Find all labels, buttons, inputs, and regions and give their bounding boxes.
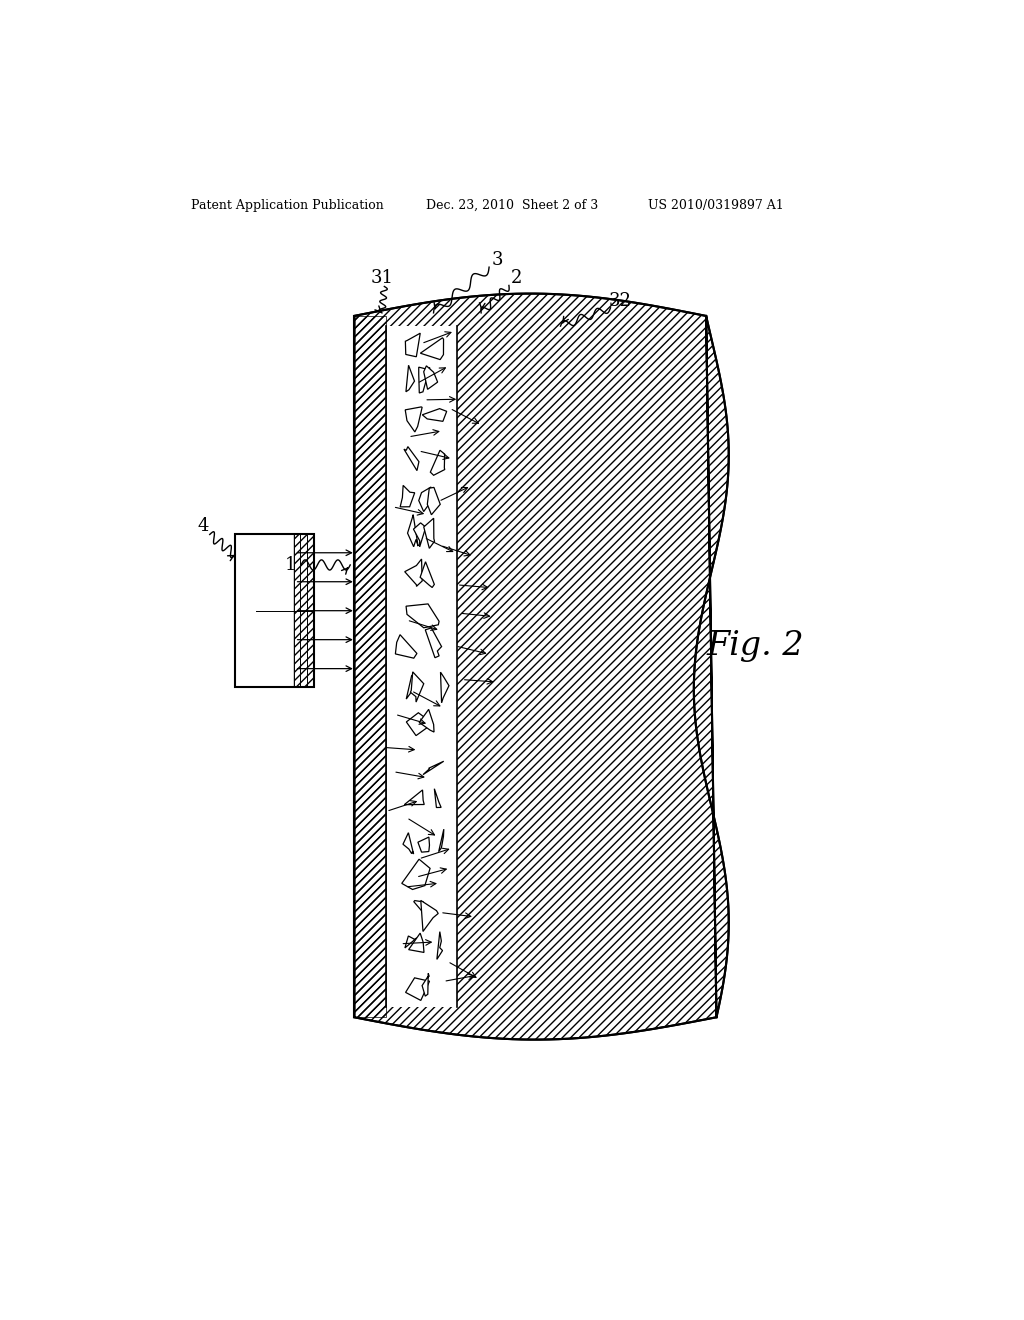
Text: Dec. 23, 2010  Sheet 2 of 3: Dec. 23, 2010 Sheet 2 of 3 bbox=[426, 199, 598, 213]
Polygon shape bbox=[411, 672, 424, 702]
Polygon shape bbox=[403, 446, 419, 471]
Polygon shape bbox=[406, 407, 422, 432]
Polygon shape bbox=[419, 709, 434, 733]
Text: 32: 32 bbox=[608, 292, 632, 310]
Polygon shape bbox=[400, 486, 415, 507]
Polygon shape bbox=[422, 973, 429, 997]
Polygon shape bbox=[423, 762, 443, 775]
Polygon shape bbox=[395, 635, 417, 659]
Text: 31: 31 bbox=[371, 269, 393, 288]
Bar bbox=[386, 326, 458, 1007]
Bar bbox=[294, 535, 314, 686]
Polygon shape bbox=[424, 519, 434, 548]
Polygon shape bbox=[419, 367, 430, 393]
Polygon shape bbox=[414, 900, 427, 917]
Polygon shape bbox=[354, 293, 729, 1040]
Polygon shape bbox=[430, 450, 444, 475]
Polygon shape bbox=[437, 932, 442, 960]
Polygon shape bbox=[407, 675, 417, 700]
Polygon shape bbox=[424, 366, 437, 389]
Polygon shape bbox=[427, 487, 440, 515]
Polygon shape bbox=[406, 366, 415, 392]
Polygon shape bbox=[418, 837, 429, 853]
Polygon shape bbox=[401, 859, 430, 890]
Polygon shape bbox=[434, 789, 441, 808]
Text: 4: 4 bbox=[198, 517, 209, 536]
Text: 1: 1 bbox=[285, 556, 296, 574]
Polygon shape bbox=[421, 338, 443, 359]
Text: Patent Application Publication: Patent Application Publication bbox=[191, 199, 384, 213]
Polygon shape bbox=[404, 936, 417, 948]
Polygon shape bbox=[425, 628, 441, 657]
Polygon shape bbox=[404, 560, 422, 586]
Polygon shape bbox=[406, 978, 429, 1001]
Polygon shape bbox=[409, 933, 424, 953]
Polygon shape bbox=[407, 713, 428, 735]
Polygon shape bbox=[408, 515, 418, 546]
Text: Fig. 2: Fig. 2 bbox=[707, 630, 804, 663]
Text: 2: 2 bbox=[511, 269, 522, 288]
Polygon shape bbox=[440, 672, 449, 702]
Polygon shape bbox=[404, 789, 424, 805]
Text: US 2010/0319897 A1: US 2010/0319897 A1 bbox=[648, 199, 783, 213]
Polygon shape bbox=[421, 900, 438, 932]
Polygon shape bbox=[422, 409, 446, 421]
Polygon shape bbox=[414, 523, 426, 546]
Text: 3: 3 bbox=[492, 251, 503, 269]
Polygon shape bbox=[438, 829, 443, 851]
Polygon shape bbox=[403, 833, 414, 854]
Polygon shape bbox=[420, 562, 434, 587]
Polygon shape bbox=[406, 333, 420, 356]
Polygon shape bbox=[407, 605, 439, 628]
Bar bbox=[236, 535, 314, 686]
Polygon shape bbox=[419, 487, 431, 512]
